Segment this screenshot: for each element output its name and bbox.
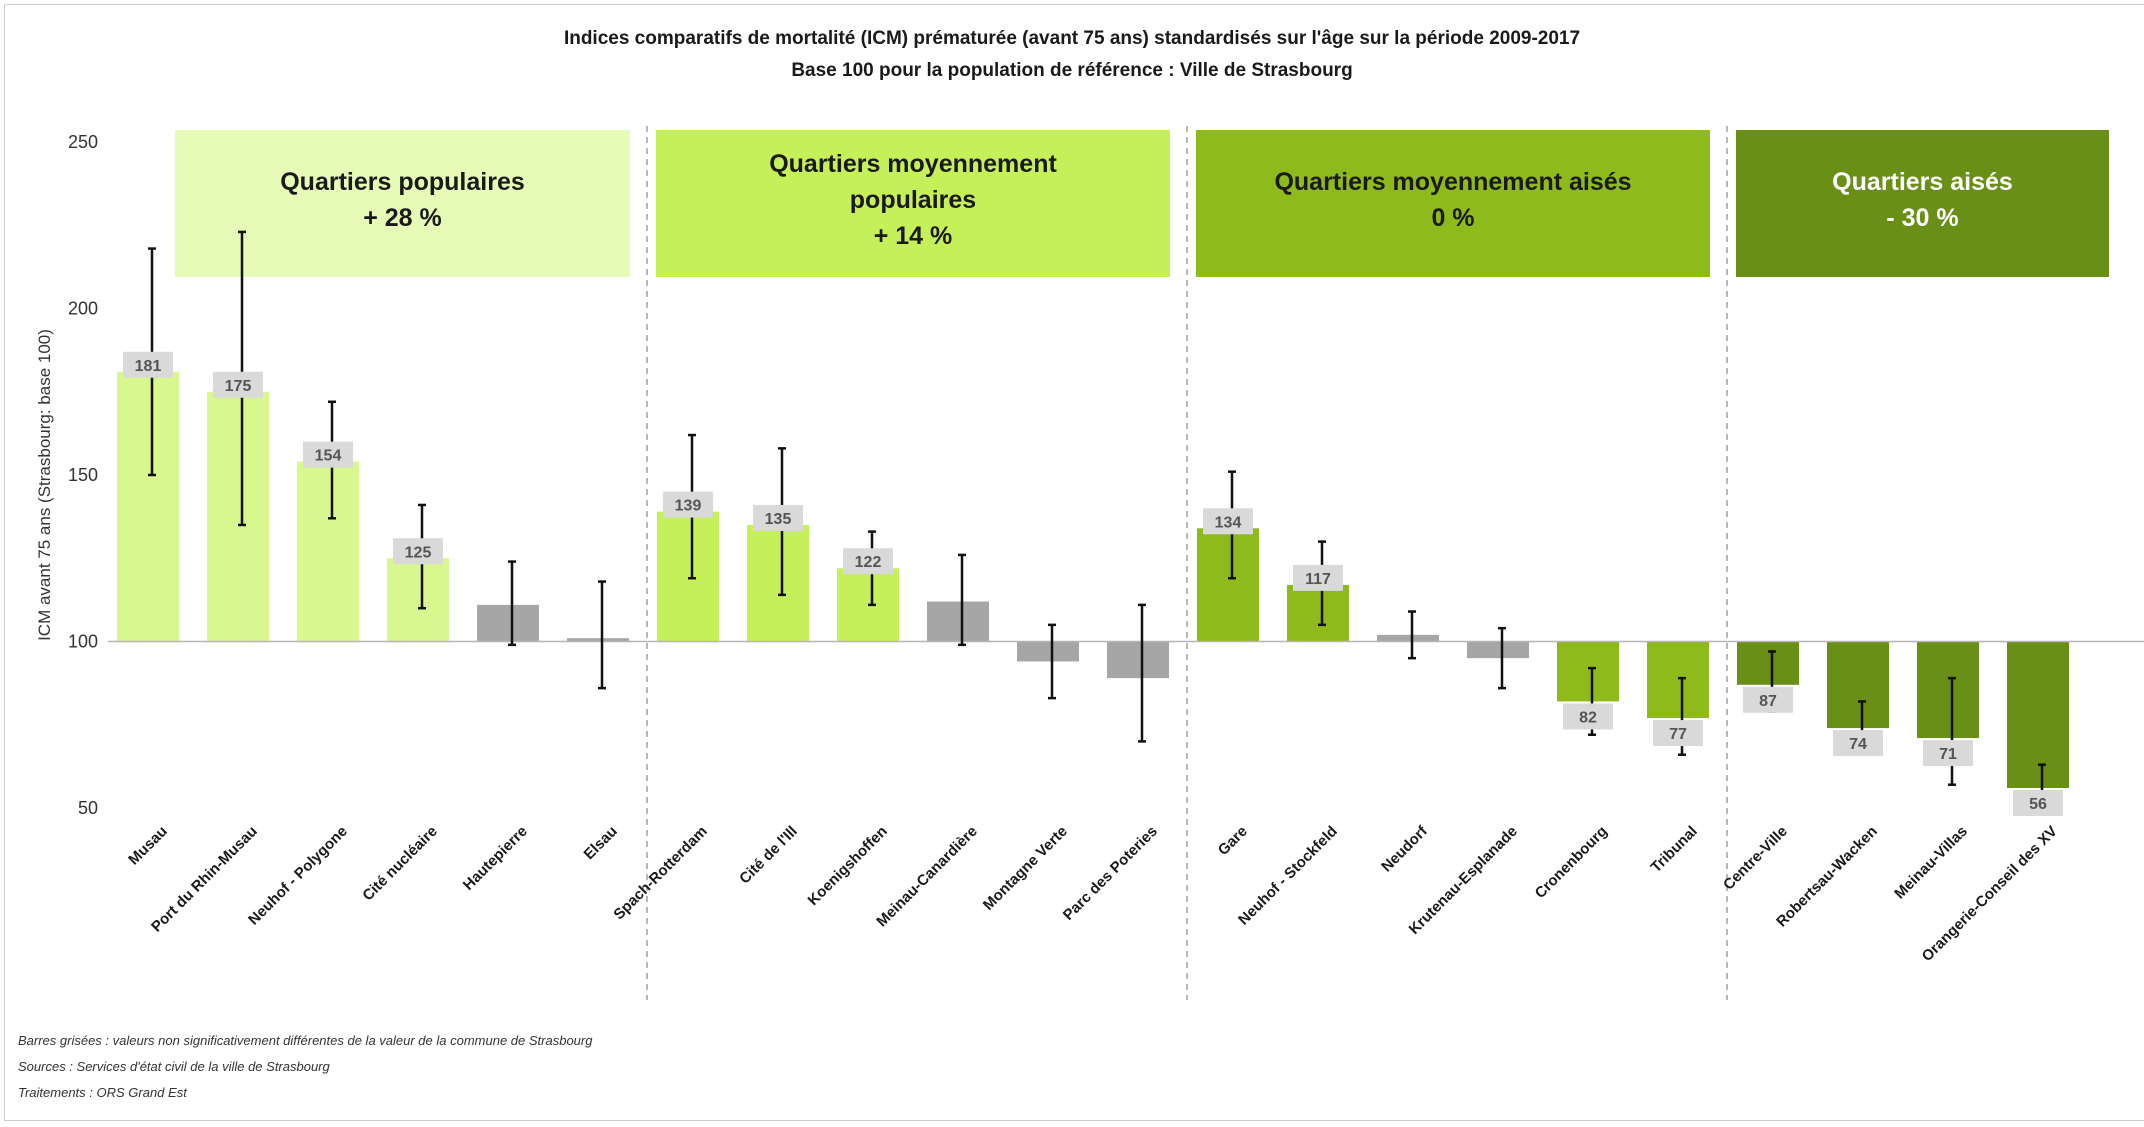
group-label-moyennement_populaires: + 14 % (874, 222, 953, 250)
y-tick-label: 100 (68, 632, 98, 652)
group-label-moyennement_populaires: populaires (850, 186, 976, 214)
category-label: Robertsau-Wacken (1773, 823, 1881, 931)
bar-meinau-villas (1917, 641, 1979, 739)
value-label-box (393, 538, 443, 565)
bar-meinau-canardi-re (927, 601, 989, 642)
category-label: Hautepierre (460, 823, 531, 894)
value-label: 71 (1939, 746, 1957, 763)
category-label: Spach-Rotterdam (610, 823, 710, 923)
bar-parc-des-poteries (1107, 641, 1169, 679)
bar-cit-nucl-aire (387, 558, 449, 642)
category-label: Neuhof - Stockfeld (1235, 823, 1341, 929)
category-label: Musau (125, 823, 171, 869)
group-box-populaires (175, 130, 630, 277)
chart-subtitle: Base 100 pour la population de référence… (791, 60, 1352, 81)
value-label: 122 (855, 554, 882, 571)
category-label: Cité de l'Ill (736, 823, 801, 888)
value-label: 134 (1215, 514, 1242, 531)
group-label-populaires: + 28 % (363, 204, 442, 232)
value-label-box (1653, 720, 1703, 747)
category-label: Cité nucléaire (359, 823, 441, 905)
y-tick-label: 50 (78, 798, 98, 818)
value-label-box (213, 371, 263, 398)
bar-musau (117, 371, 179, 642)
bar-spach-rotterdam (657, 511, 719, 642)
value-label: 181 (135, 358, 162, 375)
value-label: 125 (405, 544, 432, 561)
group-box-moyennement_aises (1196, 130, 1710, 277)
bar-gare (1197, 528, 1259, 642)
bar-cit-de-l-ill (747, 524, 809, 642)
group-label-moyennement_aises: Quartiers moyennement aisés (1274, 168, 1631, 196)
group-box-moyennement_populaires (656, 130, 1170, 277)
group-label-populaires: Quartiers populaires (280, 168, 525, 196)
bar-cronenbourg (1557, 641, 1619, 702)
value-label-box (1293, 564, 1343, 591)
bar-centre-ville (1737, 641, 1799, 685)
y-tick-label: 200 (68, 299, 98, 319)
note-grey-bars: Barres grisées : valeurs non significati… (18, 1033, 593, 1048)
value-label-box (1833, 730, 1883, 757)
category-label: Tribunal (1648, 823, 1701, 876)
value-label-box (1563, 703, 1613, 730)
bar-neudorf (1377, 634, 1439, 642)
chart-frame (4, 4, 2144, 1121)
bar-montagne-verte (1017, 641, 1079, 662)
chart-title: Indices comparatifs de mortalité (ICM) p… (564, 28, 1580, 49)
group-box-aises (1736, 130, 2109, 277)
category-label: Meinau-Villas (1891, 823, 1971, 903)
group-label-moyennement_populaires: Quartiers moyennement (769, 150, 1057, 178)
value-label: 175 (225, 378, 252, 395)
value-label-box (843, 548, 893, 575)
value-label: 135 (765, 511, 792, 528)
category-label: Parc des Poteries (1060, 823, 1161, 924)
value-label-box (1923, 740, 1973, 767)
value-label: 139 (675, 498, 702, 515)
value-label: 87 (1759, 693, 1777, 710)
group-label-aises: - 30 % (1886, 204, 1958, 232)
category-label: Koenigshoffen (805, 823, 891, 909)
bar-neuhof-stockfeld (1287, 584, 1349, 642)
value-label-box (303, 441, 353, 468)
value-label: 117 (1305, 571, 1331, 588)
value-label-box (123, 351, 173, 378)
value-label: 56 (2029, 796, 2047, 813)
bar-krutenau-esplanade (1467, 641, 1529, 659)
value-label-box (2013, 790, 2063, 817)
value-label: 154 (315, 448, 342, 465)
category-label: Meinau-Canardière (873, 823, 981, 931)
bar-tribunal (1647, 641, 1709, 719)
note-processing: Traitements : ORS Grand Est (18, 1085, 187, 1100)
group-label-aises: Quartiers aisés (1832, 168, 2013, 196)
category-label: Montagne Verte (980, 823, 1071, 914)
category-label: Elsau (581, 823, 621, 863)
bar-port-du-rhin-musau (207, 391, 269, 642)
category-label: Neuhof - Polygone (245, 823, 351, 929)
category-label: Centre-Ville (1720, 823, 1791, 894)
value-label: 74 (1849, 736, 1867, 753)
value-label-box (753, 504, 803, 531)
category-label: Gare (1215, 823, 1251, 859)
y-tick-label: 150 (68, 465, 98, 485)
bar-elsau (567, 638, 629, 642)
group-label-moyennement_aises: 0 % (1431, 204, 1474, 232)
bar-robertsau-wacken (1827, 641, 1889, 729)
bar-hautepierre (477, 604, 539, 642)
note-sources: Sources : Services d'état civil de la vi… (18, 1059, 330, 1074)
value-label-box (1203, 508, 1253, 535)
category-label: Neudorf (1378, 822, 1431, 875)
y-axis-label: ICM avant 75 ans (Strasbourg: base 100) (35, 329, 54, 641)
value-label-box (1743, 686, 1793, 713)
y-tick-label: 250 (68, 132, 98, 152)
category-label: Cronenbourg (1532, 823, 1611, 902)
bar-orangerie-conseil-des-xv (2007, 641, 2069, 789)
value-label-box (663, 491, 713, 518)
value-label: 82 (1579, 709, 1597, 726)
bar-neuhof-polygone (297, 461, 359, 642)
value-label: 77 (1669, 726, 1687, 743)
